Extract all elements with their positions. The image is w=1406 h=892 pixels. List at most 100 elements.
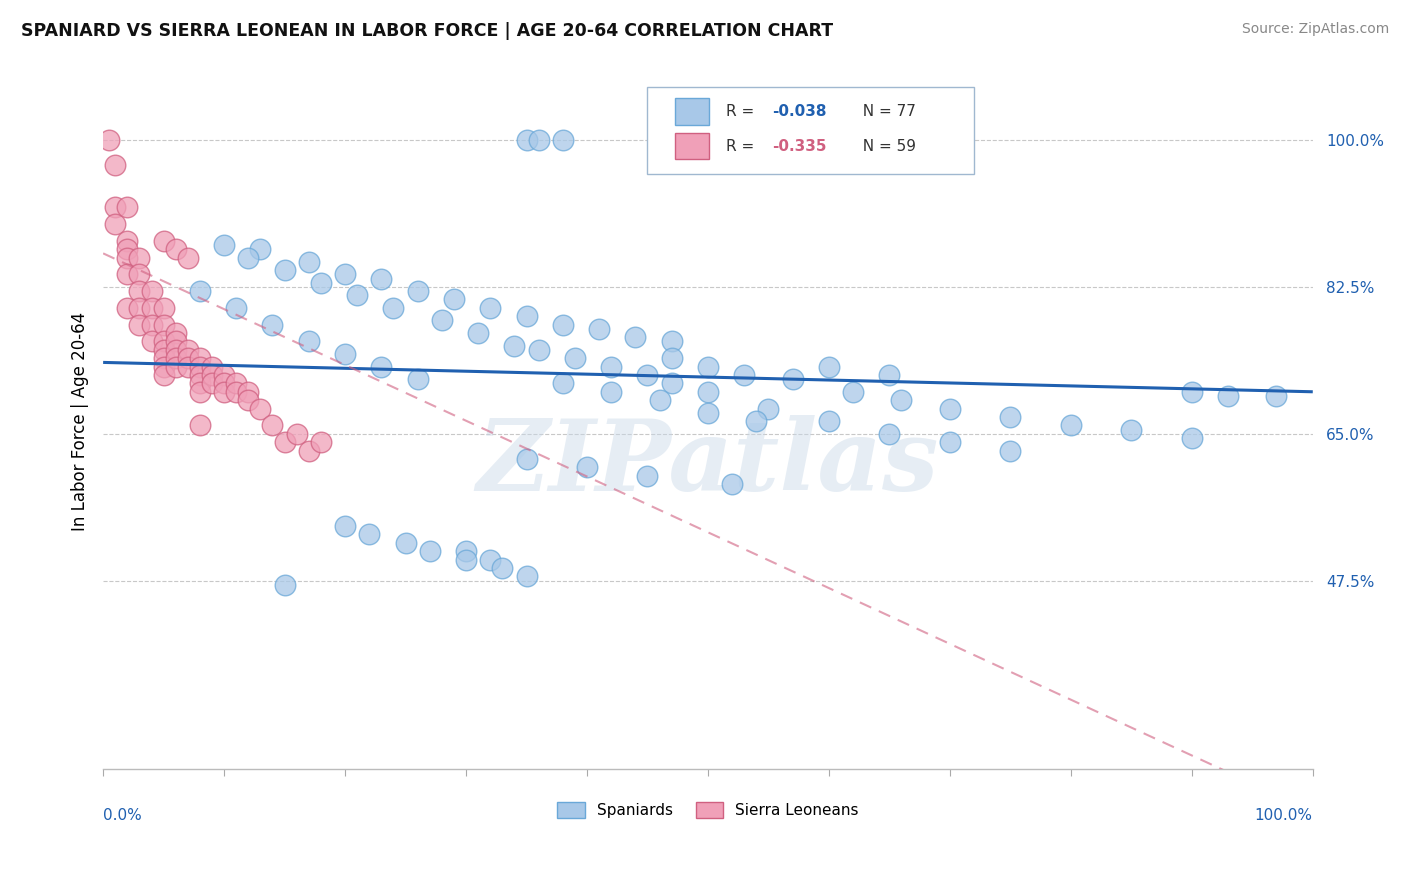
Text: N = 59: N = 59 bbox=[853, 138, 917, 153]
Point bbox=[782, 372, 804, 386]
Text: 0.0%: 0.0% bbox=[103, 807, 142, 822]
Point bbox=[177, 343, 200, 357]
Point bbox=[479, 552, 502, 566]
Point bbox=[165, 351, 187, 366]
Point bbox=[128, 268, 150, 282]
Point bbox=[600, 359, 623, 374]
Point bbox=[298, 254, 321, 268]
Point bbox=[152, 334, 174, 349]
Point bbox=[842, 384, 865, 399]
Point bbox=[177, 251, 200, 265]
Point bbox=[117, 301, 139, 315]
Text: -0.335: -0.335 bbox=[772, 138, 827, 153]
Point bbox=[188, 351, 211, 366]
Point bbox=[879, 426, 901, 441]
Point bbox=[238, 393, 260, 408]
Point bbox=[515, 133, 537, 147]
Point bbox=[879, 368, 901, 382]
Point bbox=[454, 552, 477, 566]
Legend: Spaniards, Sierra Leoneans: Spaniards, Sierra Leoneans bbox=[551, 797, 865, 824]
Point bbox=[98, 133, 121, 147]
Point bbox=[1216, 389, 1239, 403]
Point bbox=[697, 359, 720, 374]
Point bbox=[515, 451, 537, 466]
Point bbox=[479, 301, 502, 315]
Point bbox=[177, 359, 200, 374]
Point bbox=[262, 318, 284, 332]
Point bbox=[165, 326, 187, 340]
Point bbox=[225, 384, 247, 399]
Text: R =: R = bbox=[725, 103, 759, 119]
Point bbox=[1000, 409, 1022, 424]
Point bbox=[128, 301, 150, 315]
Point bbox=[201, 359, 224, 374]
Point bbox=[212, 376, 235, 391]
Point bbox=[165, 334, 187, 349]
Point bbox=[551, 376, 574, 391]
Point bbox=[309, 435, 332, 450]
Point bbox=[128, 251, 150, 265]
Point bbox=[333, 347, 356, 361]
Point bbox=[152, 351, 174, 366]
Text: SPANIARD VS SIERRA LEONEAN IN LABOR FORCE | AGE 20-64 CORRELATION CHART: SPANIARD VS SIERRA LEONEAN IN LABOR FORC… bbox=[21, 22, 834, 40]
Point bbox=[141, 301, 163, 315]
Point bbox=[818, 414, 841, 428]
Point bbox=[201, 376, 224, 391]
Point bbox=[745, 414, 768, 428]
Point bbox=[128, 318, 150, 332]
Point bbox=[152, 318, 174, 332]
Point bbox=[890, 393, 912, 408]
Point bbox=[188, 359, 211, 374]
Point bbox=[117, 251, 139, 265]
Point bbox=[661, 376, 683, 391]
Point bbox=[370, 359, 392, 374]
Point bbox=[238, 251, 260, 265]
Point bbox=[370, 271, 392, 285]
Text: N = 77: N = 77 bbox=[853, 103, 915, 119]
Point bbox=[273, 578, 295, 592]
Point bbox=[298, 334, 321, 349]
Point bbox=[1265, 389, 1288, 403]
Text: R =: R = bbox=[725, 138, 759, 153]
Point bbox=[697, 384, 720, 399]
Point bbox=[262, 418, 284, 433]
Point bbox=[188, 384, 211, 399]
Point bbox=[661, 334, 683, 349]
Point bbox=[733, 368, 755, 382]
Point bbox=[152, 343, 174, 357]
Point bbox=[273, 435, 295, 450]
Point bbox=[1121, 423, 1143, 437]
Point bbox=[624, 330, 647, 344]
Point bbox=[212, 368, 235, 382]
Point bbox=[818, 359, 841, 374]
Text: -0.038: -0.038 bbox=[772, 103, 827, 119]
Point bbox=[249, 242, 271, 256]
Point bbox=[406, 284, 429, 298]
Point bbox=[285, 426, 308, 441]
Point bbox=[188, 376, 211, 391]
Point bbox=[394, 536, 416, 550]
Point bbox=[141, 334, 163, 349]
Point bbox=[454, 544, 477, 558]
Point bbox=[491, 561, 513, 575]
Point bbox=[661, 351, 683, 366]
Point bbox=[238, 384, 260, 399]
Y-axis label: In Labor Force | Age 20-64: In Labor Force | Age 20-64 bbox=[72, 311, 89, 531]
Point bbox=[201, 368, 224, 382]
Point bbox=[117, 234, 139, 248]
Point bbox=[1060, 418, 1083, 433]
Point bbox=[117, 268, 139, 282]
Point bbox=[104, 200, 127, 214]
Point bbox=[212, 238, 235, 252]
Point bbox=[309, 276, 332, 290]
Point bbox=[359, 527, 381, 541]
Point bbox=[648, 393, 671, 408]
Point bbox=[515, 310, 537, 324]
Point bbox=[939, 435, 962, 450]
Point bbox=[430, 313, 453, 327]
Point bbox=[346, 288, 368, 302]
Point bbox=[758, 401, 780, 416]
Point bbox=[333, 519, 356, 533]
Point bbox=[564, 351, 586, 366]
Point bbox=[1181, 384, 1204, 399]
